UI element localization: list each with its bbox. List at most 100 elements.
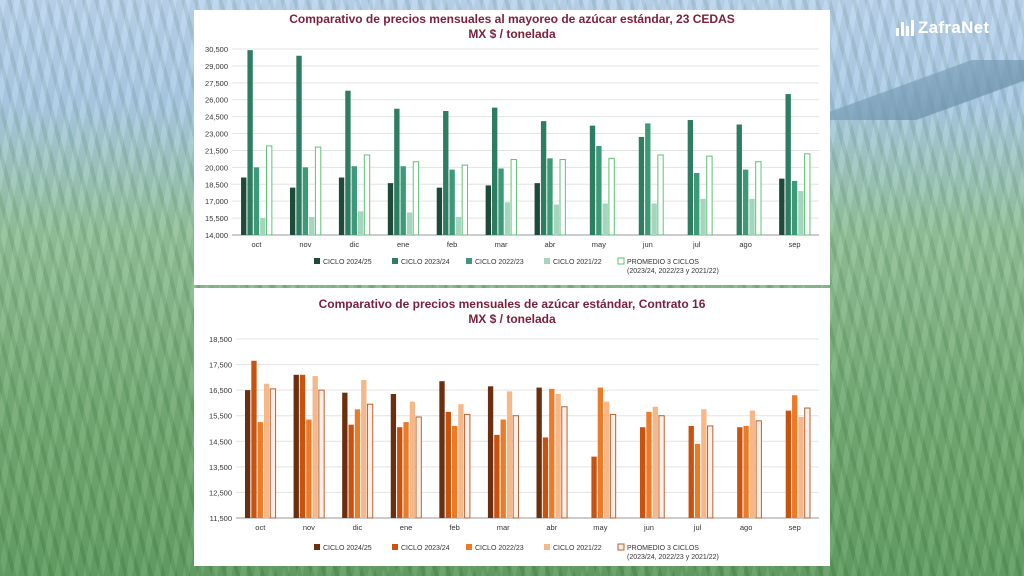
bar-4 bbox=[755, 420, 762, 519]
bar-3 bbox=[361, 379, 367, 518]
x-tick-label: may bbox=[592, 240, 606, 249]
legend-label-2: CICLO 2022/23 bbox=[475, 259, 524, 266]
x-tick-label: feb bbox=[449, 523, 459, 532]
bar-4 bbox=[510, 158, 517, 236]
legend-swatch-1 bbox=[392, 544, 398, 550]
bar-3 bbox=[553, 204, 559, 235]
legend-label-0: CICLO 2024/25 bbox=[323, 259, 372, 266]
bar-1 bbox=[591, 456, 597, 518]
bar-4 bbox=[366, 403, 374, 519]
bar-0 bbox=[436, 187, 443, 235]
x-tick-label: ene bbox=[400, 523, 413, 532]
bar-1 bbox=[345, 90, 351, 235]
chart-subtitle: MX $ / tonelada bbox=[468, 27, 556, 41]
bar-0 bbox=[387, 183, 394, 235]
bar-3 bbox=[798, 191, 804, 235]
legend-swatch-2 bbox=[466, 258, 472, 264]
bar-3 bbox=[263, 383, 270, 518]
x-tick-label: jun bbox=[643, 523, 654, 532]
bar-2 bbox=[498, 168, 504, 235]
bar-1 bbox=[394, 108, 400, 235]
y-tick-label: 23,000 bbox=[205, 130, 228, 139]
bar-2 bbox=[403, 422, 409, 518]
bar-3 bbox=[798, 416, 804, 518]
logo-bars-icon bbox=[896, 20, 914, 36]
bar-1 bbox=[785, 410, 792, 518]
bar-3 bbox=[652, 406, 658, 518]
bar-2 bbox=[694, 443, 701, 518]
legend-swatch-1 bbox=[392, 258, 398, 264]
bar-0 bbox=[241, 177, 247, 235]
legend-swatch-2 bbox=[466, 544, 472, 550]
chart-title: Comparativo de precios mensuales de azúc… bbox=[319, 297, 706, 311]
bar-4 bbox=[412, 161, 420, 236]
x-tick-label: ago bbox=[739, 240, 752, 249]
bar-1 bbox=[785, 94, 791, 235]
bar-3 bbox=[749, 410, 756, 518]
bar-3 bbox=[749, 198, 755, 235]
legend-label-3: CICLO 2021/22 bbox=[553, 545, 602, 552]
chart-contrato16: Comparativo de precios mensuales de azúc… bbox=[209, 297, 819, 561]
bar-3 bbox=[700, 198, 706, 235]
legend-label-4-detail: (2023/24, 2022/23 y 2021/22) bbox=[627, 554, 719, 561]
chart-cedas: Comparativo de precios mensuales al mayo… bbox=[205, 12, 819, 275]
y-tick-label: 17,500 bbox=[209, 361, 232, 370]
x-tick-label: dic bbox=[349, 240, 359, 249]
x-tick-label: oct bbox=[251, 240, 262, 249]
bar-2 bbox=[302, 167, 309, 235]
y-tick-label: 15,500 bbox=[209, 412, 232, 421]
bar-1 bbox=[443, 111, 449, 235]
chart-title: Comparativo de precios mensuales al mayo… bbox=[289, 12, 735, 26]
legend-swatch-3 bbox=[544, 544, 550, 550]
bar-1 bbox=[251, 360, 257, 518]
bar-0 bbox=[439, 381, 445, 518]
bar-2 bbox=[596, 145, 602, 235]
bar-0 bbox=[779, 178, 785, 235]
bar-2 bbox=[354, 409, 361, 518]
chart-panel-contrato16: Comparativo de precios mensuales de azúc… bbox=[194, 288, 830, 566]
bar-1 bbox=[247, 50, 253, 235]
bar-2 bbox=[791, 180, 798, 235]
bar-4 bbox=[269, 388, 277, 519]
bar-3 bbox=[406, 212, 413, 235]
bar-2 bbox=[306, 419, 312, 518]
bar-3 bbox=[701, 409, 707, 518]
bar-0 bbox=[534, 183, 540, 235]
legend-label-4-detail: (2023/24, 2022/23 y 2021/22) bbox=[627, 268, 719, 275]
y-tick-label: 14,500 bbox=[209, 437, 232, 446]
legend-swatch-0 bbox=[314, 258, 320, 264]
y-tick-label: 18,500 bbox=[205, 180, 228, 189]
bar-1 bbox=[638, 136, 645, 235]
y-tick-label: 14,000 bbox=[205, 231, 228, 240]
y-tick-label: 27,500 bbox=[205, 79, 228, 88]
legend-swatch-3 bbox=[544, 258, 550, 264]
bar-0 bbox=[293, 374, 299, 518]
bar-4 bbox=[461, 164, 469, 236]
x-tick-label: nov bbox=[299, 240, 311, 249]
y-tick-label: 17,000 bbox=[205, 197, 228, 206]
bar-4 bbox=[314, 146, 322, 236]
bar-2 bbox=[743, 425, 749, 518]
x-tick-label: ago bbox=[740, 523, 753, 532]
bar-2 bbox=[400, 166, 406, 235]
bar-0 bbox=[536, 387, 542, 518]
bar-2 bbox=[742, 169, 749, 235]
x-tick-label: abr bbox=[545, 240, 556, 249]
bar-2 bbox=[694, 173, 700, 235]
legend-swatch-0 bbox=[314, 544, 320, 550]
bar-1 bbox=[736, 124, 742, 235]
y-tick-label: 30,500 bbox=[205, 45, 228, 54]
bar-2 bbox=[500, 419, 506, 518]
bar-3 bbox=[260, 218, 266, 235]
bar-4 bbox=[658, 415, 665, 519]
bar-3 bbox=[506, 391, 513, 518]
bar-0 bbox=[338, 177, 345, 235]
legend-swatch-4 bbox=[617, 543, 625, 551]
legend-label-1: CICLO 2023/24 bbox=[401, 259, 450, 266]
bar-4 bbox=[561, 406, 568, 519]
bar-2 bbox=[792, 395, 798, 518]
y-tick-label: 15,500 bbox=[205, 214, 228, 223]
bar-2 bbox=[547, 158, 553, 235]
y-tick-label: 12,500 bbox=[209, 488, 232, 497]
bar-0 bbox=[245, 390, 251, 518]
